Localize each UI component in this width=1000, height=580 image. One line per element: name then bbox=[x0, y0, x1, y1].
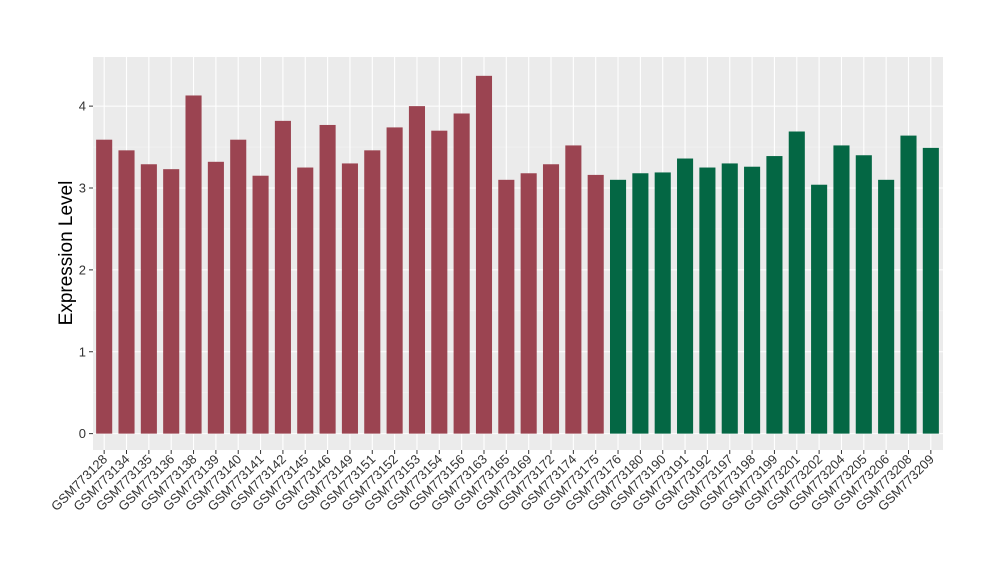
y-tick-label: 2 bbox=[79, 262, 86, 277]
y-axis: 0 1 2 3 4 bbox=[79, 99, 93, 441]
bar bbox=[811, 184, 828, 434]
bar bbox=[855, 155, 872, 434]
bar bbox=[252, 175, 269, 434]
bar bbox=[185, 95, 202, 434]
bar bbox=[677, 158, 694, 434]
bars bbox=[96, 75, 939, 434]
bar bbox=[364, 150, 381, 434]
bar bbox=[609, 179, 627, 434]
bar bbox=[118, 150, 135, 434]
bar bbox=[230, 139, 247, 434]
bar bbox=[96, 139, 113, 434]
bar bbox=[341, 163, 358, 434]
bar bbox=[431, 130, 448, 434]
bar bbox=[900, 135, 917, 434]
bar bbox=[498, 179, 515, 434]
bar bbox=[744, 166, 761, 434]
bar bbox=[140, 164, 157, 434]
bar bbox=[386, 127, 403, 434]
bar bbox=[542, 164, 560, 434]
y-tick-label: 1 bbox=[79, 344, 86, 359]
y-tick-label: 4 bbox=[79, 99, 86, 114]
bar bbox=[565, 145, 582, 434]
y-tick-label: 0 bbox=[79, 426, 86, 441]
bar bbox=[274, 120, 291, 434]
y-tick-label: 3 bbox=[79, 181, 86, 196]
bar bbox=[766, 156, 783, 434]
bar bbox=[721, 163, 738, 434]
bar bbox=[453, 113, 470, 434]
x-axis: GSM773128GSM773134GSM773135GSM773136GSM7… bbox=[48, 450, 937, 514]
bar bbox=[297, 167, 314, 434]
y-axis-title: Expression Level bbox=[56, 181, 77, 326]
bar bbox=[788, 131, 805, 434]
bar bbox=[587, 174, 604, 434]
bar bbox=[878, 179, 895, 434]
bar bbox=[163, 169, 180, 434]
bar bbox=[475, 75, 493, 434]
bar bbox=[833, 145, 850, 434]
bar bbox=[319, 124, 336, 434]
bar bbox=[699, 167, 716, 434]
bar bbox=[922, 147, 939, 434]
bar bbox=[632, 173, 649, 434]
bar bbox=[520, 173, 537, 434]
bar bbox=[207, 161, 224, 434]
bar bbox=[654, 172, 671, 434]
bar bbox=[408, 106, 426, 434]
